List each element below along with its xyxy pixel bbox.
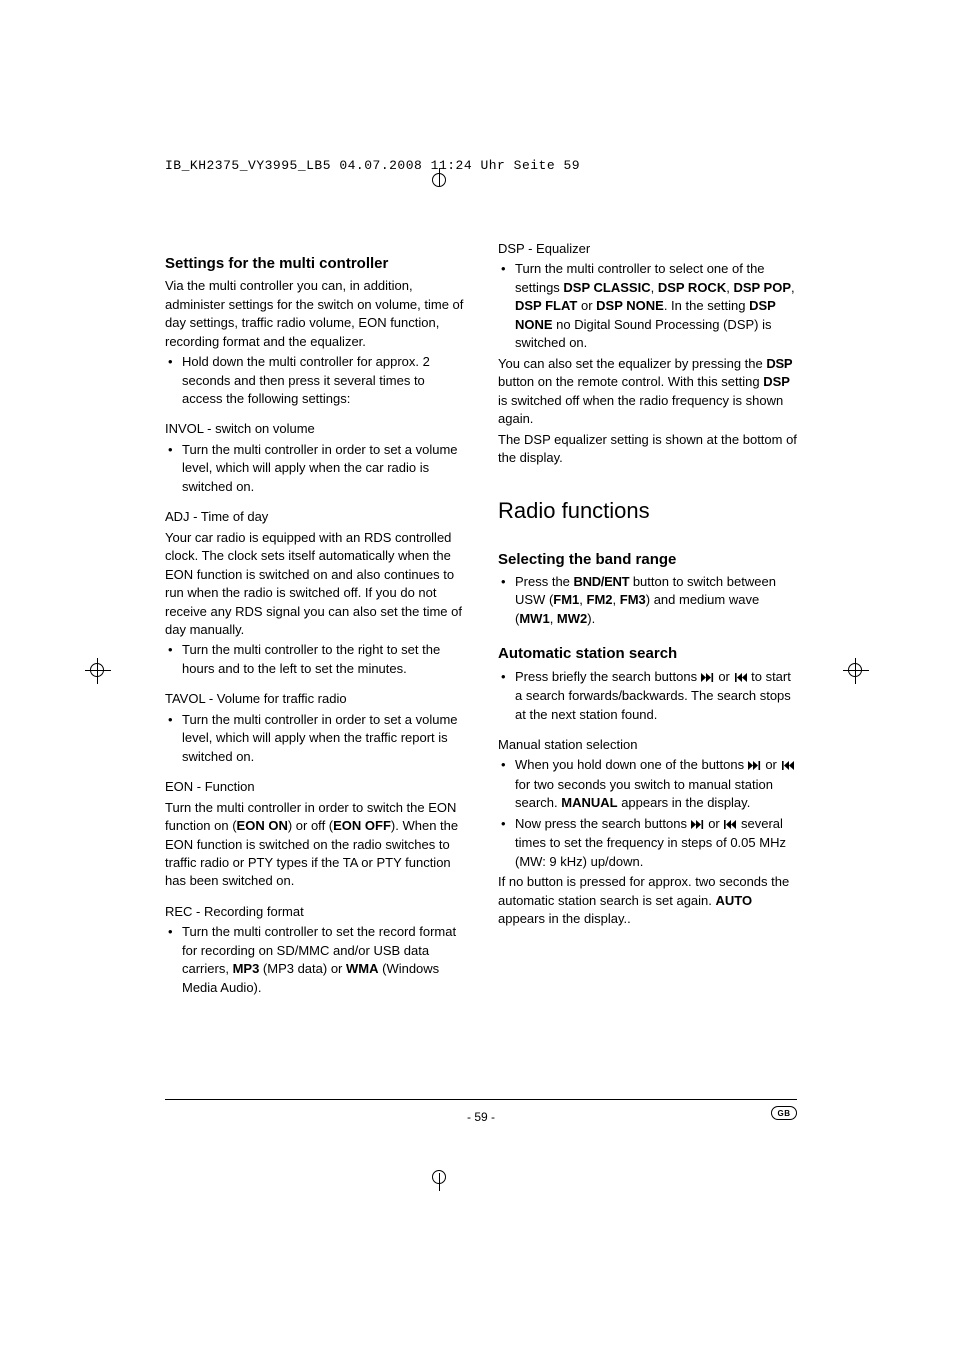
li-hold-multi: Hold down the multi controller for appro…	[165, 353, 464, 408]
li-adj: Turn the multi controller to the right t…	[165, 641, 464, 678]
heading-manual-selection: Manual station selection	[498, 736, 797, 754]
li-dsp: Turn the multi controller to select one …	[498, 260, 797, 352]
li-manual-2: Now press the search buttons or several …	[498, 815, 797, 871]
heading-rec: REC - Recording format	[165, 903, 464, 921]
li-band: Press the BND/ENT button to switch betwe…	[498, 573, 797, 628]
footer-rule	[165, 1099, 797, 1100]
page-footer: - 59 - GB	[165, 1099, 797, 1124]
crop-mark-top	[427, 168, 453, 194]
para-eon: Turn the multi controller in order to sw…	[165, 799, 464, 891]
li-rec: Turn the multi controller to set the rec…	[165, 923, 464, 997]
crop-mark-right	[843, 658, 869, 684]
right-column: DSP - Equalizer Turn the multi controlle…	[498, 240, 797, 999]
heading-tavol: TAVOL - Volume for traffic radio	[165, 690, 464, 708]
para-dsp-display: The DSP equalizer setting is shown at th…	[498, 431, 797, 468]
next-track-icon	[748, 757, 762, 775]
left-column: Settings for the multi controller Via th…	[165, 240, 464, 999]
heading-dsp: DSP - Equalizer	[498, 240, 797, 258]
heading-radio-functions: Radio functions	[498, 495, 797, 526]
page-number: - 59 -	[165, 1110, 797, 1124]
content-columns: Settings for the multi controller Via th…	[165, 240, 797, 999]
prev-track-icon	[781, 757, 795, 775]
crop-mark-left	[85, 658, 111, 684]
heading-adj: ADJ - Time of day	[165, 508, 464, 526]
para-manual-auto: If no button is pressed for approx. two …	[498, 873, 797, 928]
li-auto-search: Press briefly the search buttons or to s…	[498, 668, 797, 724]
li-manual-1: When you hold down one of the buttons or…	[498, 756, 797, 812]
heading-eon: EON - Function	[165, 778, 464, 796]
heading-multi-controller: Settings for the multi controller	[165, 253, 464, 274]
language-badge: GB	[771, 1106, 797, 1120]
para-adj: Your car radio is equipped with an RDS c…	[165, 529, 464, 640]
heading-invol: INVOL - switch on volume	[165, 420, 464, 438]
heading-band-range: Selecting the band range	[498, 549, 797, 570]
li-tavol: Turn the multi controller in order to se…	[165, 711, 464, 766]
print-header: IB_KH2375_VY3995_LB5 04.07.2008 11:24 Uh…	[165, 158, 580, 173]
li-invol: Turn the multi controller in order to se…	[165, 441, 464, 496]
prev-track-icon	[723, 816, 737, 834]
next-track-icon	[701, 669, 715, 687]
para-dsp-remote: You can also set the equalizer by pressi…	[498, 355, 797, 429]
para-multi-intro: Via the multi controller you can, in add…	[165, 277, 464, 351]
crop-mark-bottom	[427, 1165, 453, 1191]
page: IB_KH2375_VY3995_LB5 04.07.2008 11:24 Uh…	[0, 0, 954, 1350]
prev-track-icon	[734, 669, 748, 687]
next-track-icon	[691, 816, 705, 834]
heading-auto-search: Automatic station search	[498, 643, 797, 664]
